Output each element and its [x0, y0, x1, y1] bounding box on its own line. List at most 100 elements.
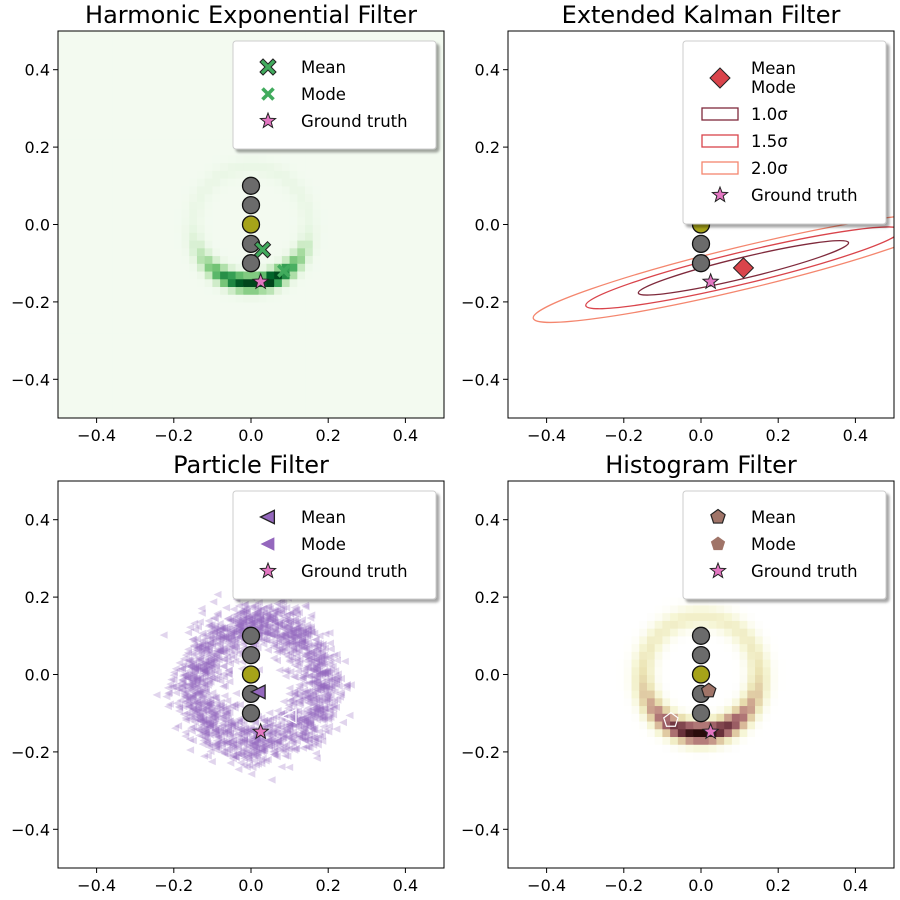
heatmap-cell: [436, 147, 444, 156]
heatmap-cell: [142, 317, 152, 326]
heatmap-cell: [73, 193, 82, 202]
heatmap-cell: [397, 286, 406, 295]
heatmap-cell: [281, 371, 291, 380]
particle: [221, 633, 230, 642]
particle: [211, 726, 220, 734]
heatmap-cell: [135, 131, 144, 140]
heatmap-cell: [65, 69, 75, 79]
particle: [202, 646, 211, 654]
heatmap-cell: [428, 371, 437, 380]
heatmap-cell: [65, 356, 75, 365]
particle: [298, 616, 306, 624]
particle: [301, 657, 310, 665]
particle: [296, 692, 305, 700]
particle: [245, 739, 254, 748]
particle: [220, 625, 228, 633]
heatmap-cell: [359, 356, 368, 365]
heatmap-cell: [343, 154, 352, 164]
x-tick-label: −0.4: [77, 876, 116, 895]
heatmap-cell: [235, 340, 244, 349]
particle: [303, 715, 312, 723]
heatmap-cell: [227, 278, 237, 288]
heatmap-cell: [166, 278, 175, 288]
particle: [194, 691, 203, 699]
heatmap-cell: [220, 332, 229, 342]
particle: [288, 636, 297, 644]
heatmap-cell: [428, 294, 437, 303]
heatmap-cell: [58, 239, 67, 249]
particle: [223, 653, 231, 661]
particle: [293, 631, 302, 639]
heatmap-cell: [81, 77, 90, 86]
particle: [218, 719, 227, 727]
particle: [175, 704, 184, 712]
heatmap-cell: [243, 286, 252, 295]
particle: [204, 730, 213, 738]
heatmap-cell: [523, 821, 532, 830]
particle: [193, 709, 201, 717]
heatmap-cell: [258, 162, 268, 171]
heatmap-cell: [374, 317, 383, 326]
particle: [243, 608, 251, 616]
heatmap-cell: [508, 728, 517, 738]
heatmap-cell: [158, 301, 167, 311]
particle: [290, 633, 299, 641]
heatmap-cell: [320, 178, 329, 187]
heatmap-cell: [374, 224, 383, 233]
heatmap-cell: [585, 535, 594, 544]
particle: [324, 676, 333, 684]
heatmap-cell: [166, 410, 175, 418]
heatmap-cell: [104, 162, 113, 171]
heatmap-cell: [181, 255, 190, 264]
particle: [195, 655, 203, 663]
heatmap-cell: [88, 255, 98, 264]
particle: [251, 602, 259, 610]
heatmap-cell: [366, 263, 376, 272]
heatmap-cell: [328, 371, 337, 380]
heatmap-cell: [96, 410, 105, 418]
particle: [308, 678, 317, 687]
heatmap-cell: [88, 278, 98, 288]
heatmap-cell: [142, 154, 152, 164]
particle: [176, 679, 185, 688]
heatmap-cell: [366, 270, 376, 280]
heatmap-cell: [196, 154, 206, 164]
heatmap-cell: [328, 247, 337, 257]
particle: [201, 680, 210, 689]
particle: [235, 724, 244, 733]
particle: [304, 694, 313, 702]
heatmap-cell: [73, 247, 82, 257]
particle: [285, 627, 294, 635]
heatmap-cell: [204, 147, 213, 156]
heatmap-cell: [281, 309, 291, 318]
heatmap-cell: [96, 286, 105, 295]
heatmap-cell: [320, 309, 329, 318]
heatmap-cell: [173, 209, 183, 218]
particle: [224, 666, 233, 674]
heatmap-cell: [538, 612, 548, 621]
heatmap-cell: [531, 651, 540, 660]
particle: [307, 649, 316, 658]
particle: [216, 698, 225, 706]
particle: [280, 742, 289, 751]
heatmap-cell: [389, 371, 399, 380]
particle: [235, 633, 244, 641]
particle: [188, 673, 197, 681]
heatmap-cell: [266, 247, 275, 257]
heatmap-cell: [73, 147, 82, 156]
heatmap-cell: [196, 77, 206, 86]
heatmap-cell: [127, 371, 136, 380]
heatmap-cell: [243, 278, 252, 288]
heatmap-cell: [220, 325, 229, 334]
heatmap-cell: [289, 193, 298, 202]
particle: [317, 657, 325, 665]
particle: [273, 609, 282, 617]
heatmap-cell: [585, 635, 594, 645]
legend-handle-ellipse: [701, 107, 739, 121]
heatmap-cell: [397, 232, 406, 241]
heatmap-cell: [81, 108, 90, 117]
heatmap-cell: [196, 209, 206, 218]
heatmap-cell: [428, 263, 437, 272]
heatmap-cell: [266, 154, 275, 164]
heatmap-cell: [562, 728, 571, 738]
